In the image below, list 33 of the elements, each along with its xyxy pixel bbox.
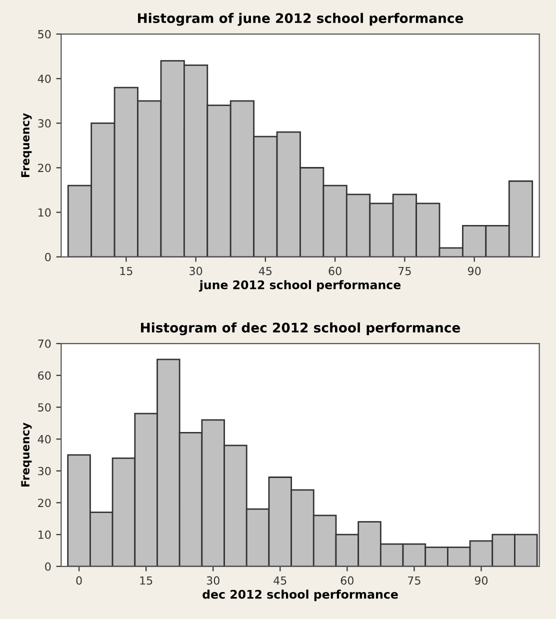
y-tick-label: 30: [38, 119, 51, 128]
y-tick-label: 50: [38, 30, 51, 38]
x-tick-label: 0: [76, 576, 82, 585]
x-tick-label: 15: [140, 576, 152, 585]
y-tick-label: 10: [38, 530, 51, 539]
y-tick-label: 10: [38, 208, 51, 217]
y-tick-label: 0: [45, 252, 51, 262]
x-tick-label: 30: [190, 266, 202, 276]
x-tick-label: 75: [398, 266, 411, 276]
chart-title: Histogram of dec 2012 school performance: [141, 322, 460, 336]
x-tick-label: 15: [120, 266, 132, 276]
x-tick-label: 45: [274, 576, 286, 585]
x-axis-title: dec 2012 school performance: [202, 590, 398, 602]
x-axis-title: june 2012 school performance: [198, 280, 401, 292]
y-axis-title: Frequency: [21, 422, 32, 486]
x-tick-label: 60: [328, 266, 342, 276]
y-tick-label: 0: [45, 562, 51, 571]
y-tick-label: 20: [38, 498, 51, 508]
y-tick-label: 40: [38, 435, 51, 444]
y-tick-label: 60: [38, 371, 51, 380]
x-tick-label: 45: [258, 266, 272, 276]
y-tick-label: 20: [38, 164, 51, 172]
y-tick-label: 40: [38, 74, 51, 83]
x-tick-label: 30: [206, 576, 220, 585]
x-tick-label: 60: [340, 576, 354, 585]
x-tick-label: 90: [474, 576, 488, 585]
y-axis-title: Frequency: [21, 113, 32, 177]
y-tick-label: 70: [38, 340, 51, 348]
x-tick-label: 90: [468, 266, 481, 276]
x-tick-label: 75: [408, 576, 420, 585]
y-tick-label: 30: [38, 466, 51, 476]
chart-title: Histogram of june 2012 school performance: [138, 12, 464, 26]
y-tick-label: 50: [38, 403, 51, 412]
